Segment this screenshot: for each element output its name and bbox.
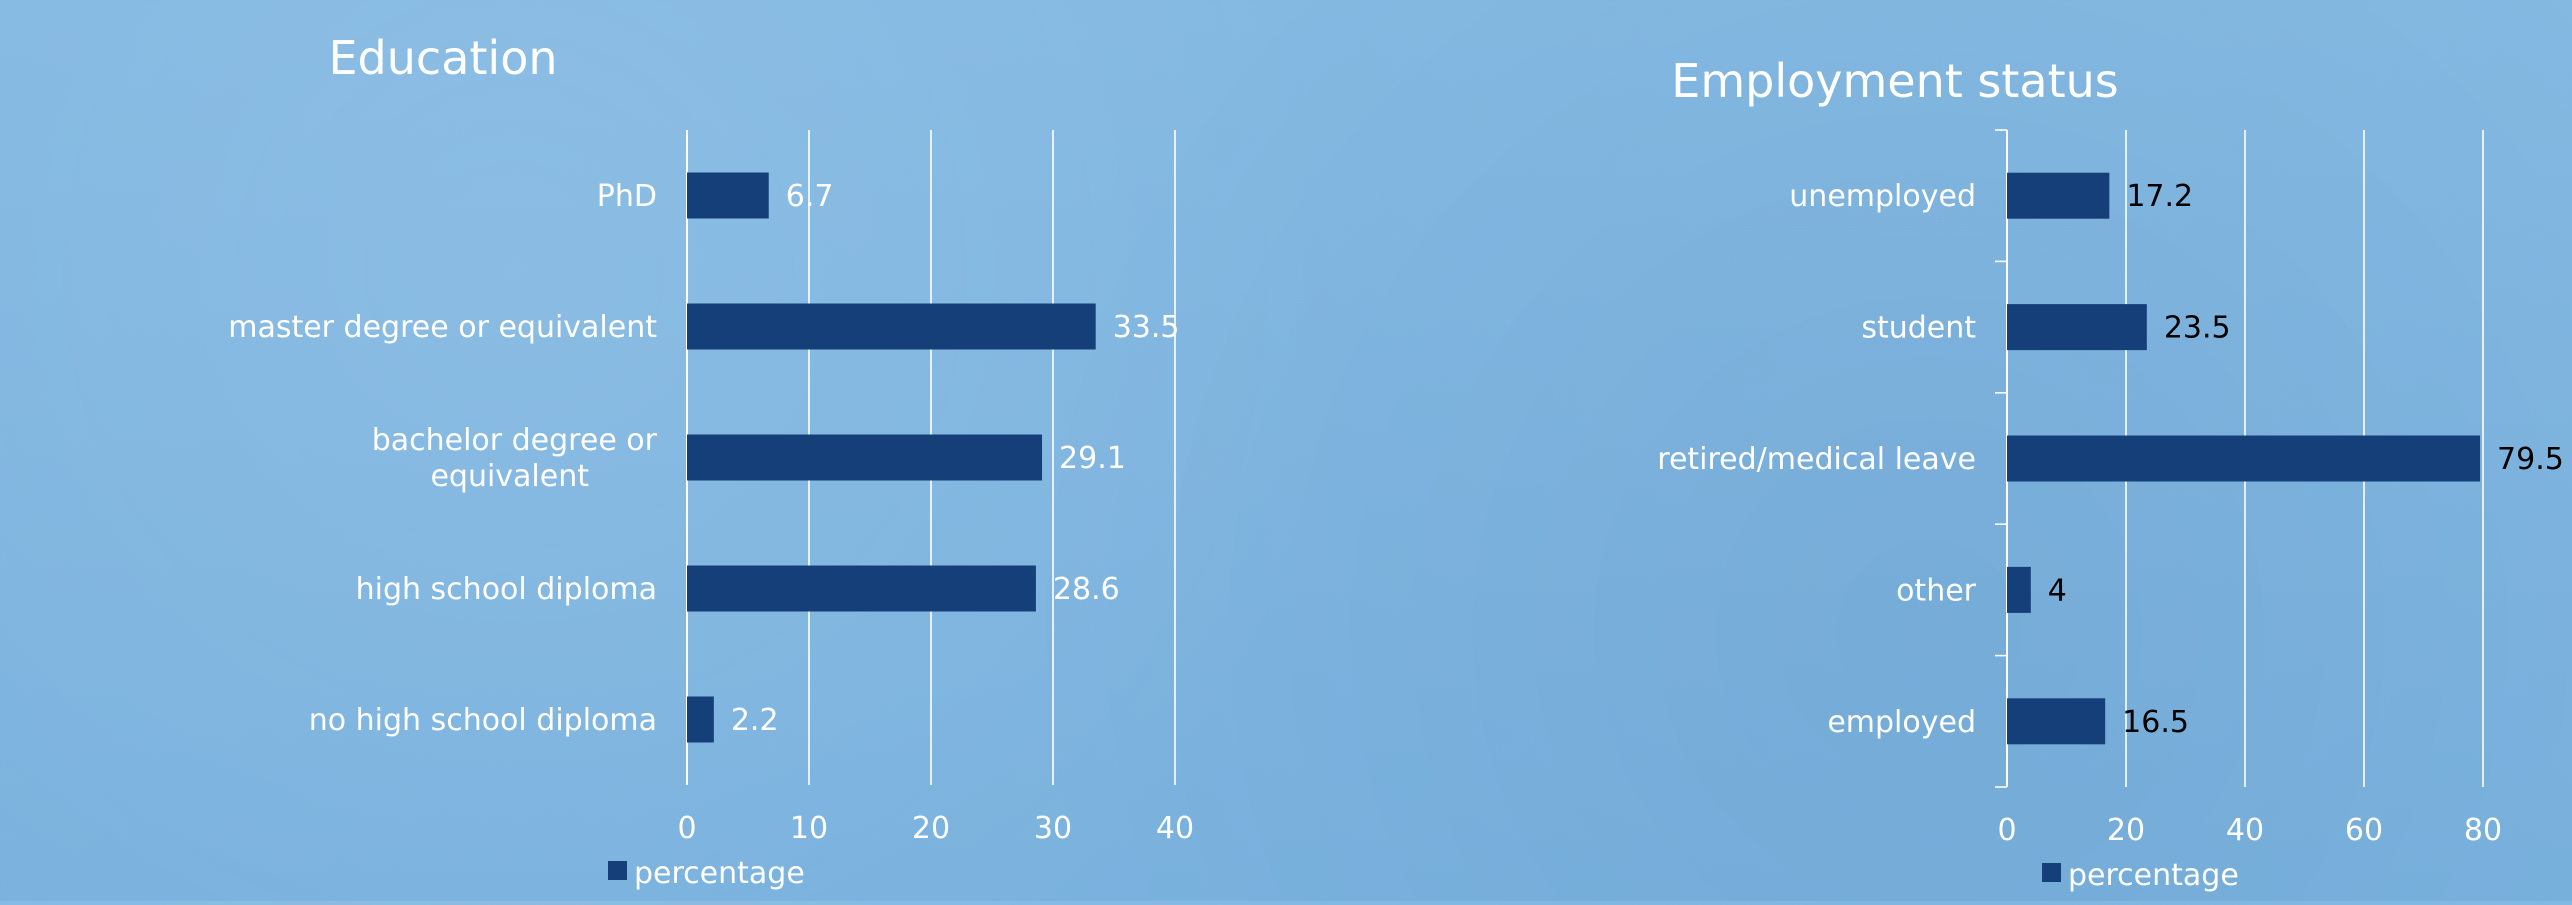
chart-2-data-label: 79.5 <box>2497 442 2564 477</box>
chart-1-category-label: bachelor degree or equivalent <box>372 423 658 494</box>
chart-1-legend-swatch <box>608 861 627 880</box>
chart-1-x-tick-label: 10 <box>790 811 828 846</box>
chart-2-category-label: unemployed <box>1789 179 1976 214</box>
chart-1-data-label: 2.2 <box>731 703 779 738</box>
chart-1-data-label: 33.5 <box>1113 310 1180 345</box>
chart-2-bar <box>2007 435 2481 482</box>
chart-2-category-label-line: retired/medical leave <box>1657 442 1976 477</box>
chart-2-category-label-line: unemployed <box>1789 179 1976 214</box>
chart-1-category-label: no high school diploma <box>309 703 657 738</box>
chart-1-x-tick-label: 0 <box>677 811 696 846</box>
chart-2-category-label: retired/medical leave <box>1657 442 1976 477</box>
chart-2-x-tick-label: 40 <box>2226 813 2264 848</box>
chart-1-data-label: 6.7 <box>786 179 834 214</box>
chart-1-category-label-line: master degree or equivalent <box>228 310 657 345</box>
chart-2-category-label: student <box>1861 311 1976 346</box>
chart-1-category-label-line: equivalent <box>430 459 589 494</box>
chart-2-x-tick-label: 80 <box>2464 813 2502 848</box>
chart-1-x-tick-label: 40 <box>1156 811 1194 846</box>
chart-2-category-label: employed <box>1827 705 1976 740</box>
chart-1-bar <box>687 565 1036 612</box>
chart-2-title: Employment status <box>1671 54 2119 108</box>
chart-1-title: Education <box>328 31 557 85</box>
chart-1-category-label: master degree or equivalent <box>228 310 657 345</box>
chart-2-bar <box>2007 566 2031 613</box>
chart-2-x-tick-label: 20 <box>2107 813 2145 848</box>
chart-2-data-label: 16.5 <box>2122 705 2189 740</box>
chart-2-bar <box>2007 304 2147 351</box>
chart-1-category-label-line: bachelor degree or <box>372 423 658 458</box>
chart-2-data-label: 4 <box>2048 573 2067 608</box>
chart-1-x-tick-label: 20 <box>912 811 950 846</box>
chart-1-bar <box>687 172 769 219</box>
chart-2-bar <box>2007 698 2106 745</box>
chart-1-x-tick-label: 30 <box>1034 811 1072 846</box>
chart-1-bar <box>687 434 1043 481</box>
chart-1-data-label: 28.6 <box>1053 572 1120 607</box>
chart-2-data-label: 17.2 <box>2126 179 2193 214</box>
chart-2-category-label: other <box>1896 573 1977 608</box>
chart-2-legend-label: percentage <box>2068 858 2239 893</box>
chart-2-category-label-line: other <box>1896 573 1977 608</box>
chart-2-category-label-line: employed <box>1827 705 1976 740</box>
chart-1-data-label: 29.1 <box>1059 441 1126 476</box>
chart-2-legend-swatch <box>2042 863 2061 882</box>
chart-1-bar <box>687 696 714 743</box>
chart-1-category-label: high school diploma <box>356 572 657 607</box>
chart-1-bar <box>687 303 1096 350</box>
chart-2-category-label-line: student <box>1861 311 1976 346</box>
chart-1-category-label-line: high school diploma <box>356 572 657 607</box>
chart-2-x-tick-label: 60 <box>2345 813 2383 848</box>
chart-2-data-label: 23.5 <box>2164 311 2231 346</box>
chart-2-bar <box>2007 172 2110 219</box>
chart-1-category-label-line: no high school diploma <box>309 703 657 738</box>
chart-1-category-label-line: PhD <box>597 179 657 214</box>
chart-2-x-tick-label: 0 <box>1997 813 2016 848</box>
chart-1-legend-label: percentage <box>634 856 805 891</box>
chart-1-category-label: PhD <box>597 179 657 214</box>
